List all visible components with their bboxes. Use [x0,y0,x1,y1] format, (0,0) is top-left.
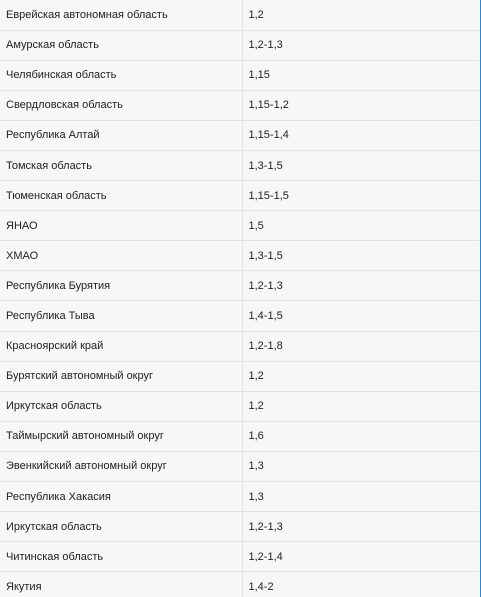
coefficient-cell: 1,15 [241,60,480,91]
coefficient-cell: 1,2 [241,0,480,31]
region-cell: Амурская область [0,30,242,61]
region-cell: Свердловская область [0,90,242,121]
table-row: Эвенкийский автономный округ 1,3 [0,451,480,483]
coefficient-cell: 1,5 [241,210,480,242]
table-row: Республика Хакасия 1,3 [0,481,480,513]
table-row: ХМАО 1,3-1,5 [0,240,480,272]
coefficient-cell: 1,3 [241,481,480,513]
table-row: Иркутская область 1,2 [0,391,480,422]
region-cell: Якутия [0,571,242,597]
coefficient-cell: 1,2-1,4 [241,541,480,573]
coefficient-cell: 1,4-1,5 [241,300,480,332]
region-cell: Иркутская область [0,391,242,422]
region-cell: Республика Бурятия [0,270,242,302]
region-cell: Иркутская область [0,511,242,543]
table-row: Челябинская область 1,15 [0,60,480,91]
region-cell: Республика Тыва [0,300,242,332]
region-cell: Еврейская автономная область [0,0,242,31]
region-cell: Эвенкийский автономный округ [0,451,242,483]
coefficient-cell: 1,15-1,4 [241,120,480,151]
table-row: Свердловская область 1,15-1,2 [0,90,480,121]
table-row: Томская область 1,3-1,5 [0,150,480,182]
table-row: Республика Тыва 1,4-1,5 [0,300,480,332]
region-cell: ЯНАО [0,210,242,242]
region-cell: Тюменская область [0,180,242,212]
table-row: Еврейская автономная область 1,2 [0,0,480,31]
coefficient-cell: 1,2-1,3 [241,270,480,302]
table-row: Республика Бурятия 1,2-1,3 [0,270,480,302]
table-row: Амурская область 1,2-1,3 [0,30,480,61]
coefficient-cell: 1,15-1,2 [241,90,480,121]
table-row: Тюменская область 1,15-1,5 [0,180,480,212]
coefficient-cell: 1,3 [241,451,480,483]
coefficient-cell: 1,2 [241,391,480,422]
table-row: Читинская область 1,2-1,4 [0,541,480,573]
table-row: Таймырский автономный округ 1,6 [0,421,480,452]
coefficient-cell: 1,2-1,3 [241,511,480,543]
region-cell: ХМАО [0,240,242,272]
coefficient-cell: 1,3-1,5 [241,240,480,272]
region-cell: Таймырский автономный округ [0,421,242,452]
table-row: ЯНАО 1,5 [0,210,480,242]
region-cell: Республика Алтай [0,120,242,151]
coefficient-cell: 1,6 [241,421,480,452]
coefficient-cell: 1,2-1,3 [241,30,480,61]
coefficient-cell: 1,15-1,5 [241,180,480,212]
region-cell: Челябинская область [0,60,242,91]
region-cell: Бурятский автономный округ [0,361,242,392]
table-row: Иркутская область 1,2-1,3 [0,511,480,543]
region-cell: Читинская область [0,541,242,573]
coefficient-cell: 1,4-2 [241,571,480,597]
region-cell: Томская область [0,150,242,182]
table-row: Красноярский край 1,2-1,8 [0,331,480,362]
region-cell: Республика Хакасия [0,481,242,513]
table-row: Республика Алтай 1,15-1,4 [0,120,480,151]
table-row: Бурятский автономный округ 1,2 [0,361,480,392]
region-cell: Красноярский край [0,331,242,362]
coefficient-cell: 1,2 [241,361,480,392]
table-row: Якутия 1,4-2 [0,571,480,597]
coefficient-cell: 1,2-1,8 [241,331,480,362]
coefficient-cell: 1,3-1,5 [241,150,480,182]
